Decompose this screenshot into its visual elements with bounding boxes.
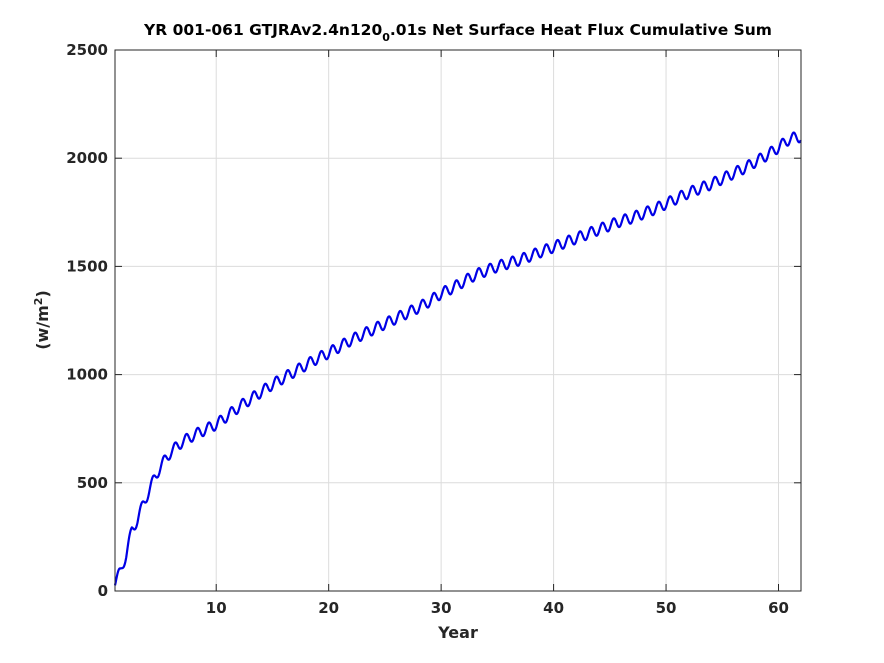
- chart-title-prefix: YR 001-061 GTJRAv2.4n120: [143, 21, 382, 39]
- cumulative-sum-line: [113, 131, 802, 586]
- grid-lines: [115, 50, 801, 591]
- y-tick-label: 500: [77, 474, 108, 492]
- y-axis-label: (w/m2): [32, 290, 52, 350]
- x-tick-label: 30: [431, 599, 452, 617]
- y-tick-label: 2000: [66, 149, 108, 167]
- y-tick-labels: 0 500 1000 1500 2000 2500: [66, 41, 108, 600]
- series-group: [113, 131, 802, 586]
- y-axis-label-prefix: (w/m: [33, 305, 52, 350]
- x-tick-label: 50: [656, 599, 677, 617]
- y-axis-label-suffix: ): [33, 290, 52, 297]
- x-tick-label: 60: [768, 599, 789, 617]
- y-tick-label: 0: [98, 582, 108, 600]
- plot-area-box: [114, 49, 802, 592]
- y-tick-label: 1500: [66, 257, 108, 275]
- x-axis-label: Year: [437, 623, 478, 642]
- x-tick-label: 20: [318, 599, 339, 617]
- y-tick-label: 1000: [66, 366, 108, 384]
- chart-title-subscript: 0: [382, 31, 390, 44]
- x-tick-labels: 10 20 30 40 50 60: [206, 599, 789, 617]
- chart-title: YR 001-061 GTJRAv2.4n1200.01s Net Surfac…: [143, 21, 772, 44]
- chart-title-suffix: .01s Net Surface Heat Flux Cumulative Su…: [390, 21, 772, 39]
- y-axis-label-superscript: 2: [32, 298, 45, 306]
- x-tick-label: 40: [543, 599, 564, 617]
- axis-ticks: [115, 49, 801, 592]
- y-tick-label: 2500: [66, 41, 108, 59]
- x-tick-label: 10: [206, 599, 227, 617]
